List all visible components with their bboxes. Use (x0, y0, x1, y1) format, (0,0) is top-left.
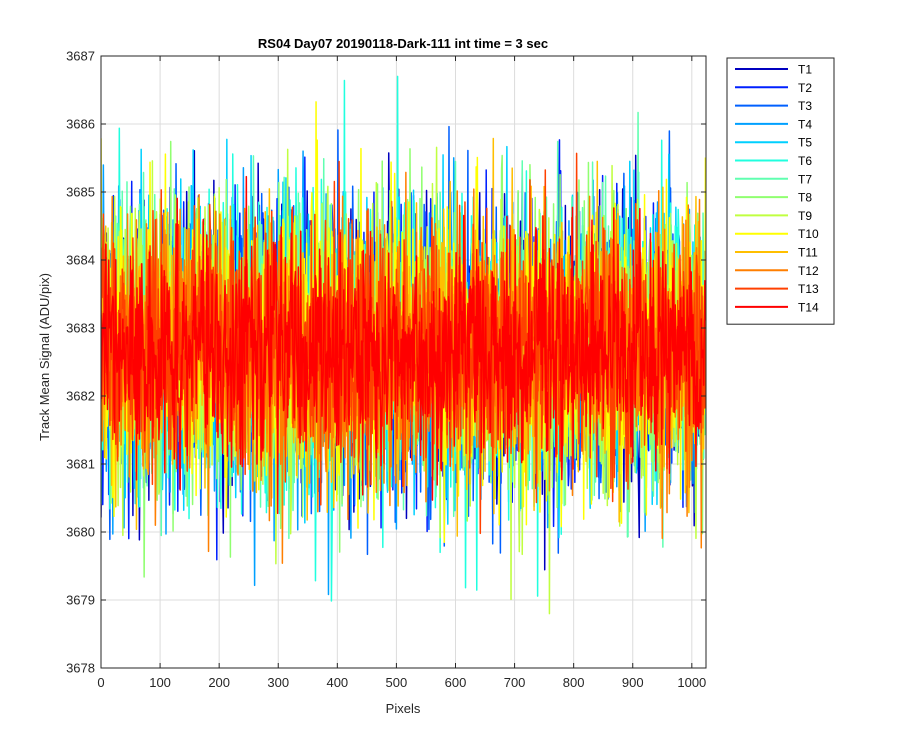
x-tick-label: 800 (563, 675, 585, 690)
plot-frame (100, 55, 707, 669)
y-tick-label: 3679 (66, 593, 95, 608)
x-tick-label: 100 (149, 675, 171, 690)
legend-label: T6 (798, 154, 812, 168)
legend-label: T11 (798, 246, 818, 260)
y-tick-label: 3686 (66, 117, 95, 132)
legend-label: T10 (798, 227, 819, 241)
y-tick-label: 3680 (66, 525, 95, 540)
y-tick-label: 3687 (66, 49, 95, 64)
x-tick-label: 300 (267, 675, 289, 690)
legend-box (726, 57, 835, 325)
legend-label: T2 (798, 81, 812, 95)
x-tick-label: 400 (326, 675, 348, 690)
series-layer (101, 75, 706, 615)
x-tick-label: 500 (386, 675, 408, 690)
legend-label: T8 (798, 191, 812, 205)
y-tick-label: 3682 (66, 389, 95, 404)
y-tick-label: 3683 (66, 321, 95, 336)
chart-title: RS04 Day07 20190118-Dark-111 int time = … (258, 36, 548, 51)
legend-label: T3 (798, 99, 812, 113)
y-tick-label: 3684 (66, 253, 95, 268)
x-tick-label: 0 (97, 675, 104, 690)
x-tick-label: 700 (504, 675, 526, 690)
x-tick-label: 200 (208, 675, 230, 690)
y-axis-label: Track Mean Signal (ADU/pix) (37, 273, 52, 441)
legend-label: T14 (798, 300, 819, 314)
y-tick-label: 3685 (66, 185, 95, 200)
x-axis-label: Pixels (386, 701, 421, 716)
legend-label: T4 (798, 117, 812, 131)
legend-label: T5 (798, 136, 812, 150)
legend: T1 T2 T3 T4 T5 T6 T7 T8 T9 T10 T11 T12 T13 T14 (726, 57, 835, 325)
y-tick-label: 3678 (66, 661, 95, 676)
x-tick-label: 900 (622, 675, 644, 690)
x-tick-label: 600 (445, 675, 467, 690)
legend-label: T1 (798, 63, 812, 77)
legend-label: T7 (798, 172, 812, 186)
legend-label: T12 (798, 264, 819, 278)
x-axis: 0 100 200 300 400 500 600 700 800 900 1000 (97, 56, 706, 690)
series-line-t14 (101, 175, 706, 515)
legend-label: T9 (798, 209, 812, 223)
legend-label: T13 (798, 282, 819, 296)
x-tick-label: 1000 (677, 675, 706, 690)
y-axis: 3678 3679 3680 3681 3682 3683 3684 3685 3686 3687 (66, 49, 706, 676)
y-tick-label: 3681 (66, 457, 95, 472)
